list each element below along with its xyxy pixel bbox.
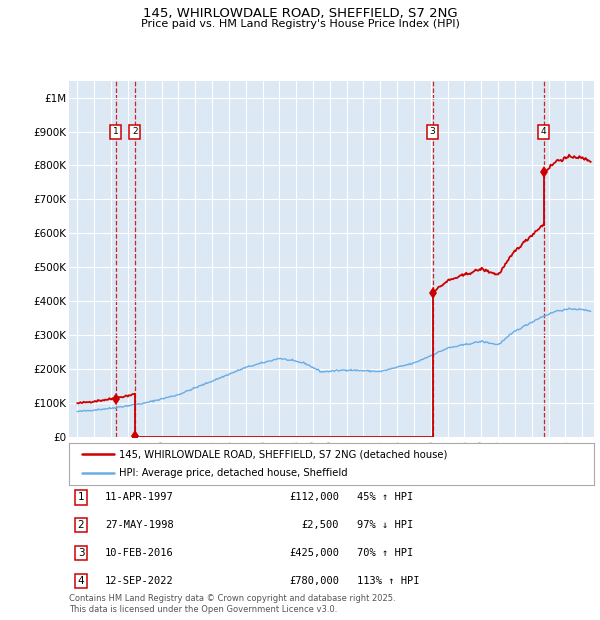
Text: 4: 4: [77, 576, 85, 586]
Text: £2,500: £2,500: [301, 520, 339, 530]
Text: 3: 3: [77, 548, 85, 558]
Text: 4: 4: [541, 127, 547, 136]
Text: HPI: Average price, detached house, Sheffield: HPI: Average price, detached house, Shef…: [119, 469, 347, 479]
Text: 145, WHIRLOWDALE ROAD, SHEFFIELD, S7 2NG: 145, WHIRLOWDALE ROAD, SHEFFIELD, S7 2NG: [143, 7, 457, 20]
Text: 10-FEB-2016: 10-FEB-2016: [105, 548, 174, 558]
Text: 97% ↓ HPI: 97% ↓ HPI: [357, 520, 413, 530]
Text: 45% ↑ HPI: 45% ↑ HPI: [357, 492, 413, 502]
Text: 113% ↑ HPI: 113% ↑ HPI: [357, 576, 419, 586]
Text: £112,000: £112,000: [289, 492, 339, 502]
Text: This data is licensed under the Open Government Licence v3.0.: This data is licensed under the Open Gov…: [69, 604, 337, 614]
Text: 1: 1: [77, 492, 85, 502]
Text: 27-MAY-1998: 27-MAY-1998: [105, 520, 174, 530]
Text: Price paid vs. HM Land Registry's House Price Index (HPI): Price paid vs. HM Land Registry's House …: [140, 19, 460, 29]
Text: 1: 1: [113, 127, 118, 136]
Text: £425,000: £425,000: [289, 548, 339, 558]
Text: 70% ↑ HPI: 70% ↑ HPI: [357, 548, 413, 558]
Text: Contains HM Land Registry data © Crown copyright and database right 2025.: Contains HM Land Registry data © Crown c…: [69, 594, 395, 603]
Text: 2: 2: [77, 520, 85, 530]
Text: 2: 2: [132, 127, 137, 136]
Text: 12-SEP-2022: 12-SEP-2022: [105, 576, 174, 586]
Text: £780,000: £780,000: [289, 576, 339, 586]
Text: 11-APR-1997: 11-APR-1997: [105, 492, 174, 502]
Text: 3: 3: [430, 127, 436, 136]
Text: 145, WHIRLOWDALE ROAD, SHEFFIELD, S7 2NG (detached house): 145, WHIRLOWDALE ROAD, SHEFFIELD, S7 2NG…: [119, 449, 447, 459]
